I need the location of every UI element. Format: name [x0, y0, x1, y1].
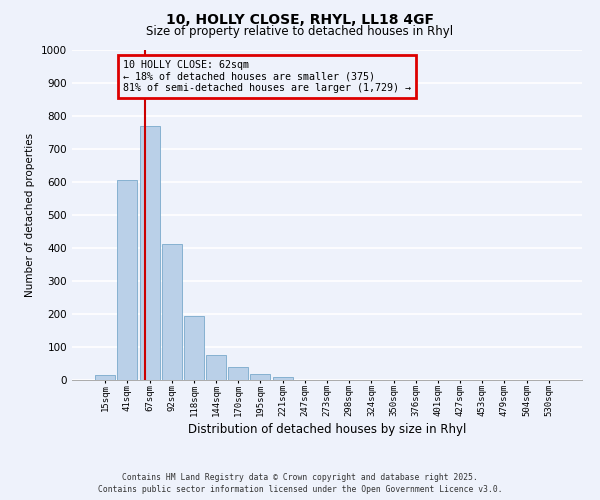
- Bar: [162, 244, 182, 380]
- Text: 10, HOLLY CLOSE, RHYL, LL18 4GF: 10, HOLLY CLOSE, RHYL, LL18 4GF: [166, 12, 434, 26]
- Bar: [95, 375, 115, 380]
- Bar: [118, 180, 137, 380]
- Bar: [228, 367, 248, 380]
- Bar: [140, 126, 160, 380]
- Text: 10 HOLLY CLOSE: 62sqm
← 18% of detached houses are smaller (375)
81% of semi-det: 10 HOLLY CLOSE: 62sqm ← 18% of detached …: [123, 60, 411, 93]
- Bar: [272, 376, 293, 380]
- Text: Size of property relative to detached houses in Rhyl: Size of property relative to detached ho…: [146, 25, 454, 38]
- Text: Contains HM Land Registry data © Crown copyright and database right 2025.
Contai: Contains HM Land Registry data © Crown c…: [98, 472, 502, 494]
- Bar: [184, 316, 204, 380]
- Bar: [206, 355, 226, 380]
- Y-axis label: Number of detached properties: Number of detached properties: [25, 133, 35, 297]
- Bar: [250, 374, 271, 380]
- X-axis label: Distribution of detached houses by size in Rhyl: Distribution of detached houses by size …: [188, 424, 466, 436]
